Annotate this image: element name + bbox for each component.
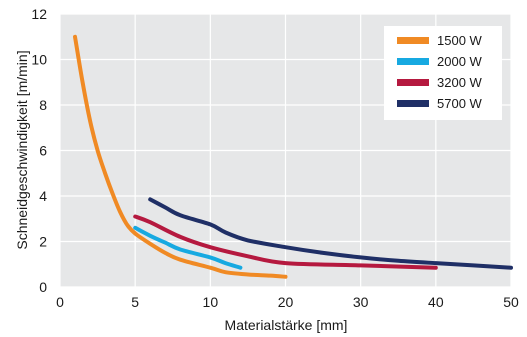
legend-swatch bbox=[397, 58, 429, 65]
x-tick-label: 50 bbox=[503, 294, 519, 310]
y-tick-labels: 0 2 4 6 8 10 12 bbox=[31, 6, 47, 295]
x-tick-label: 20 bbox=[278, 294, 294, 310]
x-tick-labels: 0 5 10 20 30 40 50 bbox=[56, 294, 519, 310]
series-lines bbox=[73, 34, 513, 279]
y-tick-label: 12 bbox=[31, 6, 47, 22]
y-tick-label: 2 bbox=[39, 234, 47, 250]
x-tick-label: 10 bbox=[203, 294, 219, 310]
y-tick-label: 0 bbox=[39, 279, 47, 295]
y-tick-label: 10 bbox=[31, 52, 47, 68]
y-tick-label: 8 bbox=[39, 97, 47, 113]
y-axis-title: Schneidgeschwindigkeit [m/min] bbox=[14, 50, 30, 249]
legend-swatch bbox=[397, 37, 429, 44]
y-tick-label: 6 bbox=[39, 143, 47, 159]
y-tick-label: 4 bbox=[39, 188, 47, 204]
legend-label: 2000 W bbox=[437, 54, 483, 69]
legend: 1500 W 2000 W 3200 W 5700 W bbox=[384, 26, 502, 120]
grid-lines bbox=[59, 13, 512, 288]
legend-label: 3200 W bbox=[437, 75, 483, 90]
x-tick-label: 30 bbox=[353, 294, 369, 310]
series-line-5700-w bbox=[148, 197, 513, 270]
x-tick-label: 0 bbox=[56, 294, 64, 310]
x-axis-title: Materialstärke [mm] bbox=[225, 317, 348, 333]
legend-label: 1500 W bbox=[437, 33, 483, 48]
x-tick-label: 40 bbox=[428, 294, 444, 310]
series-line-2000-w bbox=[133, 225, 243, 270]
series-line-1500-w bbox=[73, 34, 288, 279]
legend-swatch bbox=[397, 100, 429, 107]
x-tick-label: 5 bbox=[131, 294, 139, 310]
legend-swatch bbox=[397, 79, 429, 86]
legend-label: 5700 W bbox=[437, 96, 483, 111]
series-line-3200-w bbox=[133, 214, 438, 270]
